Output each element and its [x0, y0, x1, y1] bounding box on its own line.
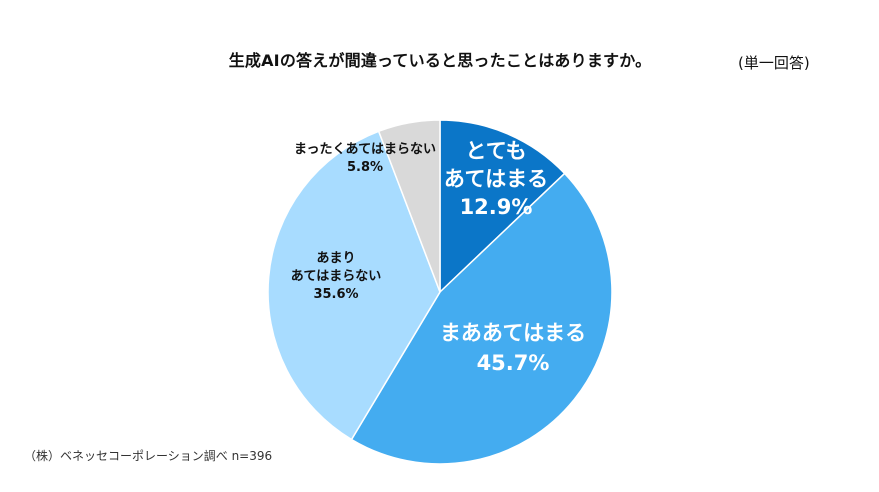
slice-value-label: 12.9% [460, 195, 533, 219]
chart-title: 生成AIの答えが間違っていると思ったことはありますか。 [228, 51, 652, 70]
slice-category-label: まああてはまる [440, 321, 586, 345]
source-note: （株）ベネッセコーポレーション調べ n=396 [24, 449, 273, 463]
pie-slice [350, 172, 613, 465]
slice-category-label: とても [465, 139, 526, 163]
slice-category-label: あてはまる [444, 167, 548, 191]
slice-category-label: まったくあてはまらない [294, 142, 436, 157]
pie-slice [439, 119, 566, 294]
pie-slice [377, 119, 441, 293]
slice-category-label: あてはまらない [291, 269, 381, 284]
slice-value-label: 5.8% [347, 160, 383, 175]
slice-value-label: 35.6% [313, 287, 358, 302]
pie-slices [267, 119, 613, 465]
answer-type-note: (単一回答) [738, 54, 810, 72]
slice-category-label: あまり [316, 251, 355, 266]
slice-value-label: 45.7% [477, 351, 550, 375]
pie-slice [267, 130, 441, 441]
